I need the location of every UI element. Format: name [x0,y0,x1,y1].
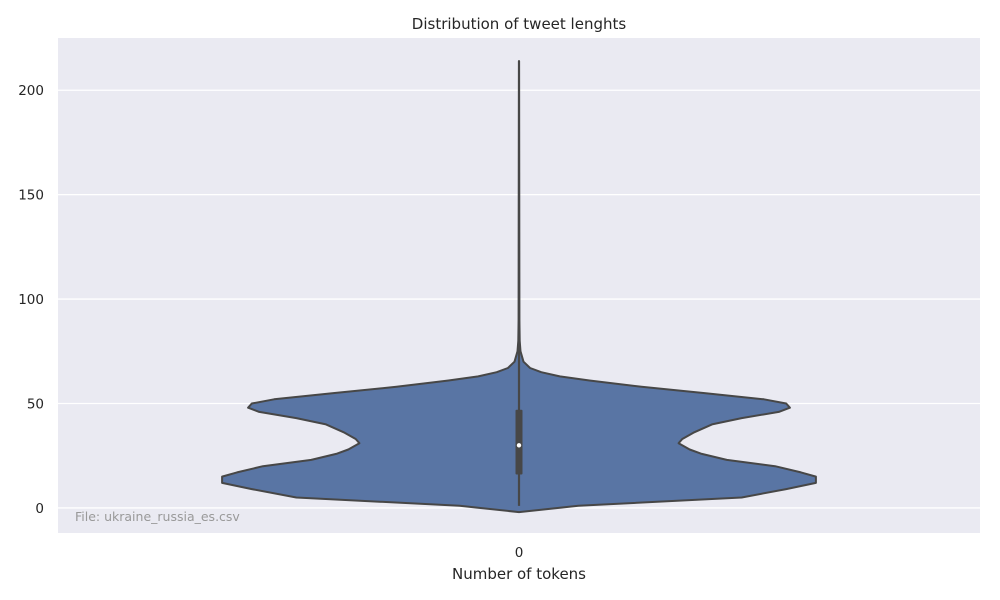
y-tick-label: 150 [18,188,44,204]
y-tick-label: 0 [35,501,44,517]
x-axis-title: Number of tokens [452,565,586,583]
x-tick-labels: 0 [515,545,524,561]
chart-title: Distribution of tweet lenghts [412,15,627,33]
y-tick-labels: 0 50 100 150 200 [18,83,44,517]
x-tick-label: 0 [515,545,524,561]
file-annotation: File: ukraine_russia_es.csv [75,509,240,524]
violin-group [221,60,817,514]
violin-iqr-box [515,409,523,475]
y-tick-label: 100 [18,292,44,308]
violin-median-point [516,443,522,448]
y-tick-label: 50 [27,397,44,413]
y-tick-label: 200 [18,83,44,99]
